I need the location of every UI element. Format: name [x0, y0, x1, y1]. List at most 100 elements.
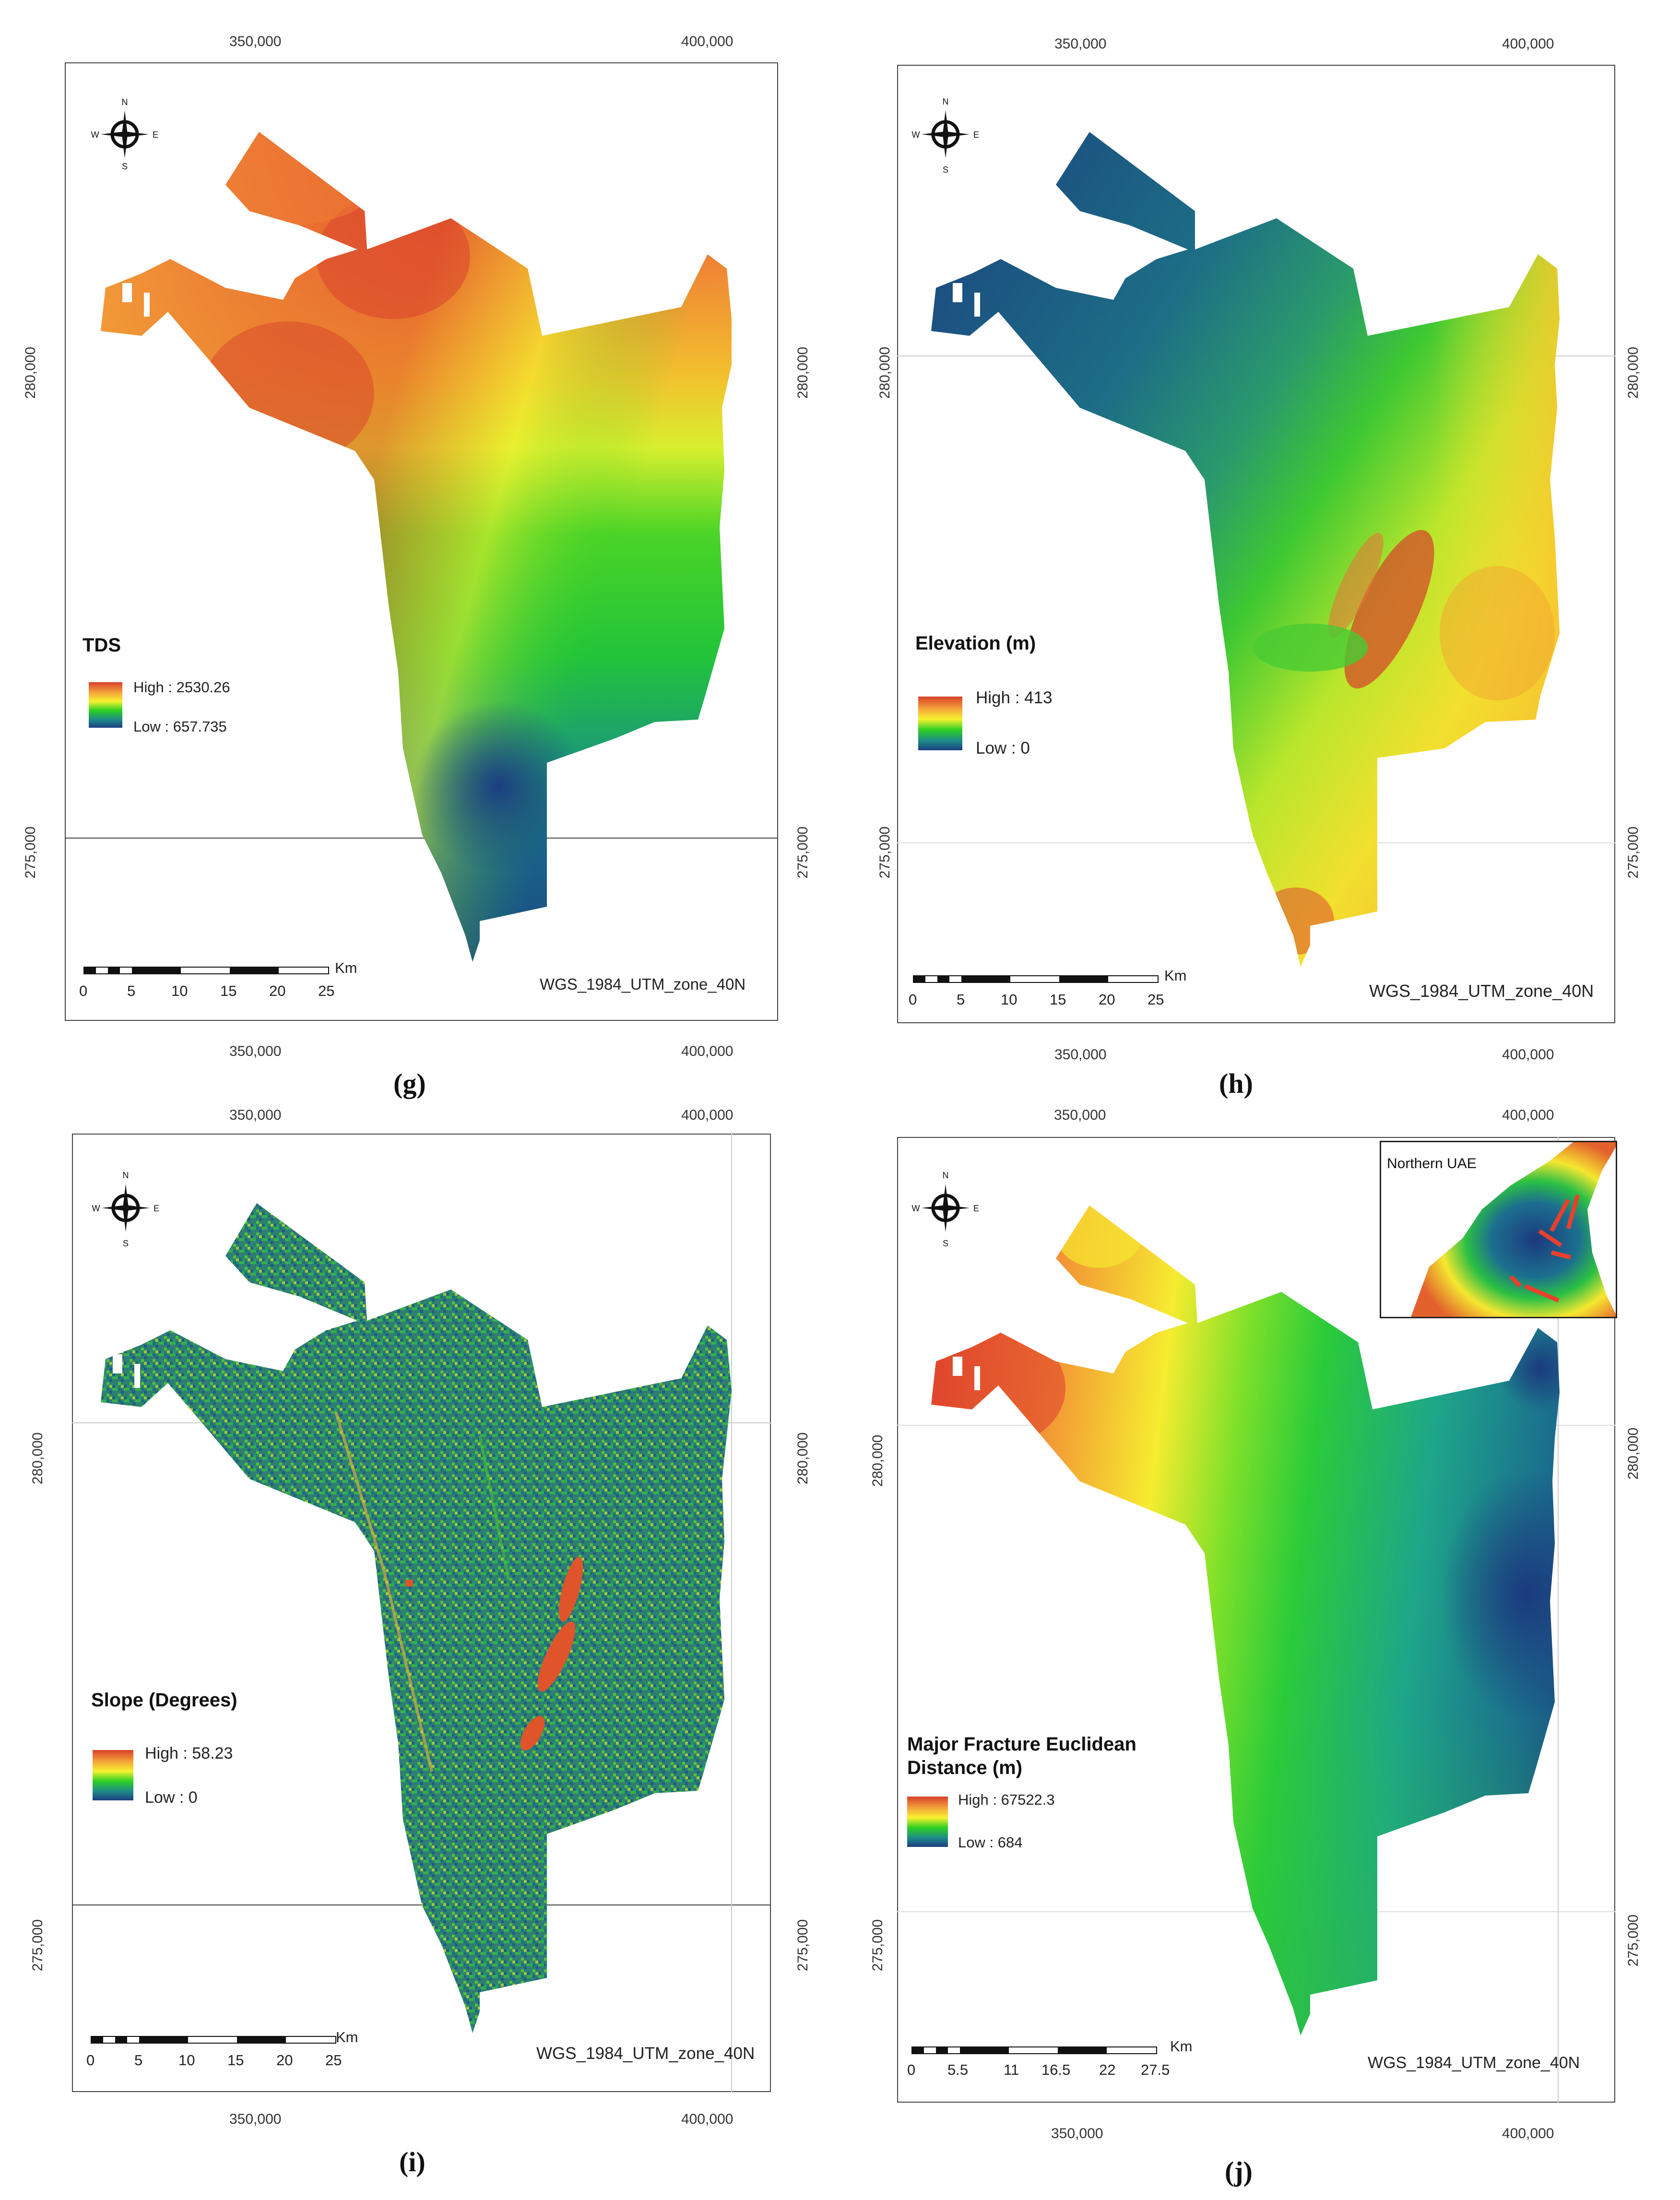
panel-label: (j)	[1225, 2156, 1253, 2187]
scale-label-0: 0	[86, 2052, 95, 2069]
scale-label-5: 25	[325, 2052, 342, 2069]
compass-rose-icon: N S W E	[912, 91, 980, 177]
scale-label-2: 10	[171, 982, 188, 999]
scale-label-2: 10	[1001, 991, 1017, 1008]
scale-bar	[91, 2036, 336, 2044]
legend-low: Low : 0	[976, 739, 1030, 757]
crs-label: WGS_1984_UTM_zone_40N	[540, 975, 746, 993]
scale-label-1: 5	[127, 982, 136, 999]
scale-label-3: 15	[220, 982, 237, 999]
scale-label-5: 25	[318, 982, 335, 999]
legend-high: High : 2530.26	[133, 679, 230, 696]
legend-low: Low : 657.735	[133, 718, 227, 735]
scale-label-0: 0	[79, 982, 88, 999]
compass-n: N	[123, 1171, 129, 1180]
compass-w: W	[91, 130, 99, 140]
map-frame	[897, 65, 1615, 1023]
map-panel-j: 350,000 400,000 280,000 275,000 280,000 …	[840, 1100, 1680, 2200]
top-tick-400000: 400,000	[1502, 36, 1554, 52]
top-tick-400000: 400,000	[681, 34, 734, 49]
scale-unit: Km	[1170, 2038, 1193, 2055]
map-frame	[897, 1137, 1615, 2103]
legend-low: Low : 684	[958, 1834, 1023, 1851]
compass-rose-icon: N S W E	[92, 1165, 160, 1251]
compass-s: S	[943, 165, 948, 175]
bottom-tick-350000: 350,000	[1051, 2126, 1103, 2141]
scale-label-2: 10	[178, 2052, 195, 2069]
scale-label-4: 22	[1099, 2061, 1116, 2078]
scale-label-2: 11	[1004, 2061, 1019, 2078]
bottom-tick-400000: 400,000	[681, 1043, 734, 1059]
map-panel-h: 350,000 400,000 280,000 275,000 280,000 …	[840, 0, 1680, 1100]
legend-title: TDS	[83, 635, 121, 656]
panel-label: (g)	[393, 1068, 426, 1099]
scale-label-1: 5	[957, 991, 965, 1008]
compass-e: E	[154, 1204, 159, 1213]
scale-label-1: 5	[134, 2052, 143, 2069]
legend-color-ramp	[89, 682, 122, 728]
compass-w: W	[92, 1204, 100, 1213]
top-tick-400000: 400,000	[1502, 1107, 1554, 1123]
bottom-tick-350000: 350,000	[229, 1043, 282, 1059]
map-frame	[65, 62, 778, 1021]
compass-n: N	[122, 97, 128, 107]
scale-label-4: 20	[269, 982, 286, 999]
scale-unit: Km	[335, 959, 357, 976]
slope-raster-map	[72, 1134, 771, 2092]
compass-e: E	[973, 130, 979, 140]
top-tick-350000: 350,000	[1054, 36, 1107, 52]
bottom-tick-400000: 400,000	[681, 2111, 734, 2127]
scale-label-0: 0	[907, 2061, 916, 2078]
compass-e: E	[973, 1204, 979, 1213]
compass-n: N	[943, 1171, 949, 1180]
map-frame	[72, 1134, 771, 2092]
scale-bar	[911, 2046, 1157, 2054]
compass-e: E	[153, 130, 158, 140]
compass-rose-icon: N S W E	[91, 94, 159, 171]
scale-label-3: 15	[227, 2052, 244, 2069]
bottom-tick-400000: 400,000	[1502, 2126, 1554, 2141]
panel-label: (i)	[399, 2146, 426, 2177]
crs-label: WGS_1984_UTM_zone_40N	[1369, 981, 1594, 1001]
compass-s: S	[122, 162, 128, 171]
scale-bar	[83, 967, 329, 974]
inset-map: Northern UAE	[1380, 1141, 1617, 1318]
scale-label-3: 16.5	[1041, 2061, 1071, 2078]
top-tick-350000: 350,000	[229, 34, 282, 49]
top-tick-350000: 350,000	[229, 1107, 282, 1123]
bottom-tick-350000: 350,000	[229, 2111, 282, 2127]
compass-rose-icon: N S W E	[912, 1165, 980, 1251]
bottom-tick-350000: 350,000	[1054, 1047, 1107, 1063]
scale-bar	[913, 975, 1159, 983]
scale-unit: Km	[1164, 967, 1187, 984]
scale-unit: Km	[336, 2029, 358, 2046]
legend-title-line-2: Distance (m)	[907, 1757, 1023, 1778]
compass-n: N	[943, 97, 949, 106]
compass-s: S	[943, 1239, 948, 1248]
legend-title-line-1: Major Fracture Euclidean	[907, 1734, 1136, 1755]
top-tick-400000: 400,000	[681, 1107, 734, 1123]
compass-w: W	[912, 1204, 920, 1213]
crs-label: WGS_1984_UTM_zone_40N	[1368, 2054, 1580, 2072]
compass-w: W	[912, 130, 920, 140]
fracture-distance-raster-map	[897, 1137, 1615, 2103]
legend-color-ramp	[907, 1797, 948, 1847]
scale-label-1: 5.5	[947, 2061, 969, 2078]
crs-label: WGS_1984_UTM_zone_40N	[536, 2044, 755, 2063]
legend-high: High : 58.23	[145, 1744, 233, 1762]
scale-label-0: 0	[909, 991, 917, 1008]
map-panel-g: 350,000 400,000 280,000 275,000 280,000 …	[0, 0, 840, 1100]
legend-high: High : 67522.3	[958, 1791, 1055, 1808]
scale-label-3: 15	[1050, 991, 1066, 1008]
legend-high: High : 413	[976, 688, 1053, 707]
inset-map-graphic	[1411, 1142, 1616, 1317]
tds-raster-map	[65, 132, 778, 962]
top-tick-350000: 350,000	[1054, 1107, 1106, 1123]
legend-color-ramp	[93, 1750, 133, 1800]
legend-low: Low : 0	[145, 1788, 198, 1807]
compass-s: S	[123, 1239, 129, 1248]
legend-title: Slope (Degrees)	[91, 1690, 237, 1711]
scale-label-5: 25	[1148, 991, 1164, 1008]
inset-title: Northern UAE	[1387, 1156, 1477, 1171]
legend-color-ramp	[918, 697, 962, 750]
